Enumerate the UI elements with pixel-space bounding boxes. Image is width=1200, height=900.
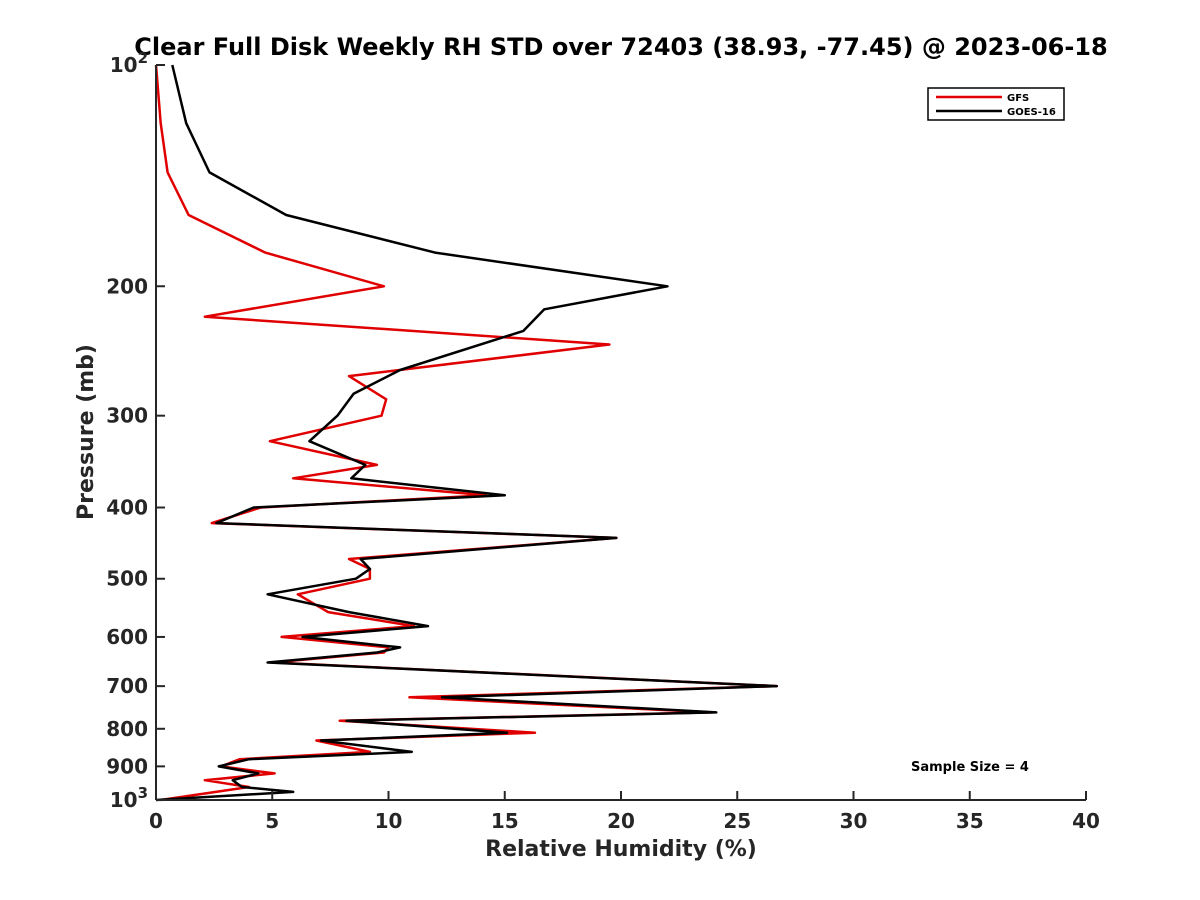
y-tick-label: 600	[106, 625, 148, 649]
series-line-gfs	[154, 64, 779, 802]
y-tick-label: 300	[106, 404, 148, 428]
x-axis-ticks: 0 5 10 15 20 25 30 35 40	[149, 791, 1100, 833]
y-tick-label: 200	[106, 274, 148, 298]
y-axis-title: Pressure (mb)	[74, 344, 99, 520]
y-tick-label: 400	[106, 496, 148, 520]
legend-box	[927, 87, 1065, 121]
x-tick-label: 5	[265, 809, 279, 833]
x-axis-title: Relative Humidity (%)	[485, 837, 757, 862]
legend-label-goes-16: GOES-16	[1007, 107, 1056, 118]
legend: GFS GOES-16	[927, 87, 1065, 121]
x-tick-label: 40	[1072, 809, 1100, 833]
x-tick-label: 25	[723, 809, 751, 833]
x-tick-label: 30	[840, 809, 868, 833]
y-tick-label: 800	[106, 717, 148, 741]
y-tick-label: 500	[106, 567, 148, 591]
sample-size-annotation: Sample Size = 4	[911, 760, 1029, 775]
legend-label-gfs: GFS	[1007, 93, 1029, 104]
series-line-goes-16	[155, 64, 779, 802]
y-tick-label: 900	[106, 754, 148, 778]
plot-area	[154, 64, 779, 802]
x-tick-label: 15	[491, 809, 519, 833]
x-tick-label: 10	[375, 809, 403, 833]
x-tick-label: 35	[956, 809, 984, 833]
x-tick-label: 0	[149, 809, 163, 833]
chart-title: Clear Full Disk Weekly RH STD over 72403…	[134, 33, 1107, 61]
y-tick-label: 700	[106, 674, 148, 698]
x-tick-label: 20	[607, 809, 635, 833]
